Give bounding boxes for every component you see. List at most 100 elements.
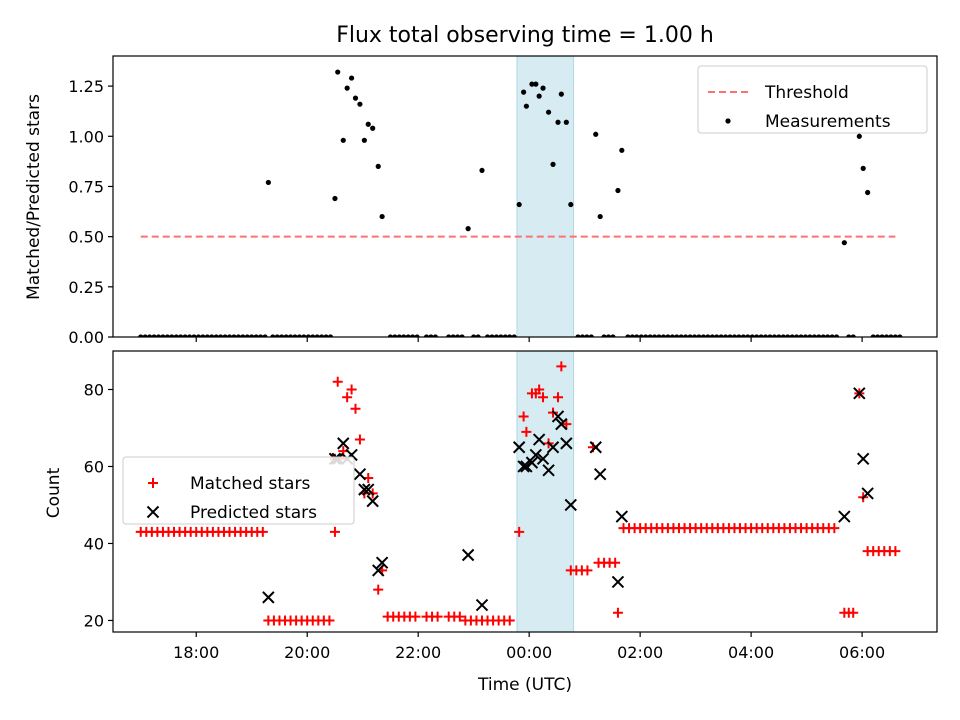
measurement-point xyxy=(776,334,782,337)
x-tick-label: 06:00 xyxy=(839,643,885,662)
x-tick-label: 22:00 xyxy=(395,643,441,662)
measurement-point xyxy=(379,213,385,220)
measurement-point xyxy=(533,81,539,87)
legend-box xyxy=(697,65,928,134)
plot-area xyxy=(138,56,903,337)
legend-matched-swatch xyxy=(148,478,158,488)
measurement-point xyxy=(274,334,280,337)
measurement-point xyxy=(516,201,522,208)
measurement-point xyxy=(597,213,603,220)
predicted-star-marker xyxy=(372,564,385,577)
axes-frame xyxy=(112,55,938,338)
measurement-point xyxy=(410,334,416,337)
measurement-point xyxy=(555,119,561,125)
measurement-point xyxy=(335,69,341,75)
measurement-point xyxy=(265,179,271,186)
top-panel: 0.00 0.25 0.50 0.75 1.00 1.25 Threshold Measure… xyxy=(68,55,938,347)
measurement-point xyxy=(780,334,786,337)
measurement-point xyxy=(865,189,871,196)
predicted-star-marker xyxy=(375,556,389,569)
measurement-point xyxy=(870,334,876,337)
matched-star-marker xyxy=(332,376,343,387)
legend-label: Threshold xyxy=(764,83,849,103)
measurement-point xyxy=(301,334,307,337)
measurement-point xyxy=(218,334,224,337)
predicted-star-marker xyxy=(461,548,475,562)
measurement-point xyxy=(178,334,184,337)
y-tick-label: 20 xyxy=(84,611,104,630)
measurement-point xyxy=(550,161,556,167)
measurement-point xyxy=(619,147,625,153)
measurement-point xyxy=(498,334,504,337)
measurement-point xyxy=(731,334,738,337)
predicted-star-marker xyxy=(512,441,526,454)
y-tick-label: 1.00 xyxy=(68,127,104,146)
measurement-point xyxy=(687,334,693,337)
measurement-point xyxy=(638,334,644,337)
measurement-point xyxy=(432,334,438,337)
matched-star-marker xyxy=(350,403,361,414)
measurement-point xyxy=(292,334,298,337)
measurement-point xyxy=(816,334,822,337)
measurement-point xyxy=(319,334,325,337)
x-tick-label: 04:00 xyxy=(728,643,774,662)
measurement-point xyxy=(450,334,456,337)
measurement-point xyxy=(665,334,671,337)
measurement-point xyxy=(610,334,616,337)
measurement-point xyxy=(545,109,552,115)
matched-star-marker xyxy=(612,607,623,618)
measurement-point xyxy=(807,334,813,337)
y-tick-label: 0.25 xyxy=(68,278,104,297)
y-tick-label: 40 xyxy=(84,534,104,553)
measurement-point xyxy=(249,334,255,337)
measurement-point xyxy=(305,334,311,337)
legend: Threshold Measurements xyxy=(697,65,928,134)
measurement-point xyxy=(647,334,653,337)
matched-star-marker xyxy=(561,419,572,430)
bottom-panel: 20 40 60 80 18:00 20:00 22:00 00:00 02:00 04:00 06… xyxy=(84,350,938,662)
matched-star-marker xyxy=(582,565,593,576)
measurement-point xyxy=(718,334,724,337)
measurement-point xyxy=(850,334,856,337)
measurement-point xyxy=(200,334,206,337)
measurement-point xyxy=(361,137,367,143)
measurement-point xyxy=(489,334,495,337)
measurement-point xyxy=(465,226,471,232)
measurement-point xyxy=(164,334,170,337)
measurement-point xyxy=(579,334,586,337)
measurement-point xyxy=(709,334,715,337)
measurement-point xyxy=(340,137,346,143)
measurement-point xyxy=(296,334,303,337)
predicted-star-marker xyxy=(564,498,577,512)
measurement-point xyxy=(625,334,631,337)
measurement-point xyxy=(155,334,162,337)
measurement-point xyxy=(257,334,264,337)
predicted-star-marker xyxy=(337,437,350,450)
measurement-point xyxy=(173,334,179,337)
measurement-point xyxy=(138,334,144,337)
measurement-point xyxy=(511,334,517,337)
y-tick-label: 0.75 xyxy=(68,177,104,196)
measurement-point xyxy=(605,334,612,337)
measurement-point xyxy=(758,334,764,337)
y-tick-label: 60 xyxy=(84,457,104,476)
measurement-point xyxy=(222,334,228,337)
measurement-point xyxy=(762,334,769,337)
measurement-point xyxy=(262,334,268,337)
measurement-point xyxy=(244,334,250,337)
measurement-point xyxy=(714,334,720,337)
measurement-point xyxy=(593,131,599,137)
matched-star-marker xyxy=(432,611,443,622)
measurement-point xyxy=(754,334,760,337)
measurement-point xyxy=(802,334,809,337)
measurement-point xyxy=(660,334,667,337)
measurement-point xyxy=(727,334,733,337)
measurement-point xyxy=(669,334,675,337)
measurement-point xyxy=(209,334,215,337)
measurement-point xyxy=(634,334,640,337)
measurement-point xyxy=(414,334,420,337)
measurement-point xyxy=(396,334,402,337)
legend-measurement-swatch xyxy=(725,118,731,124)
measurement-point xyxy=(459,334,465,337)
matched-star-marker xyxy=(324,615,335,626)
